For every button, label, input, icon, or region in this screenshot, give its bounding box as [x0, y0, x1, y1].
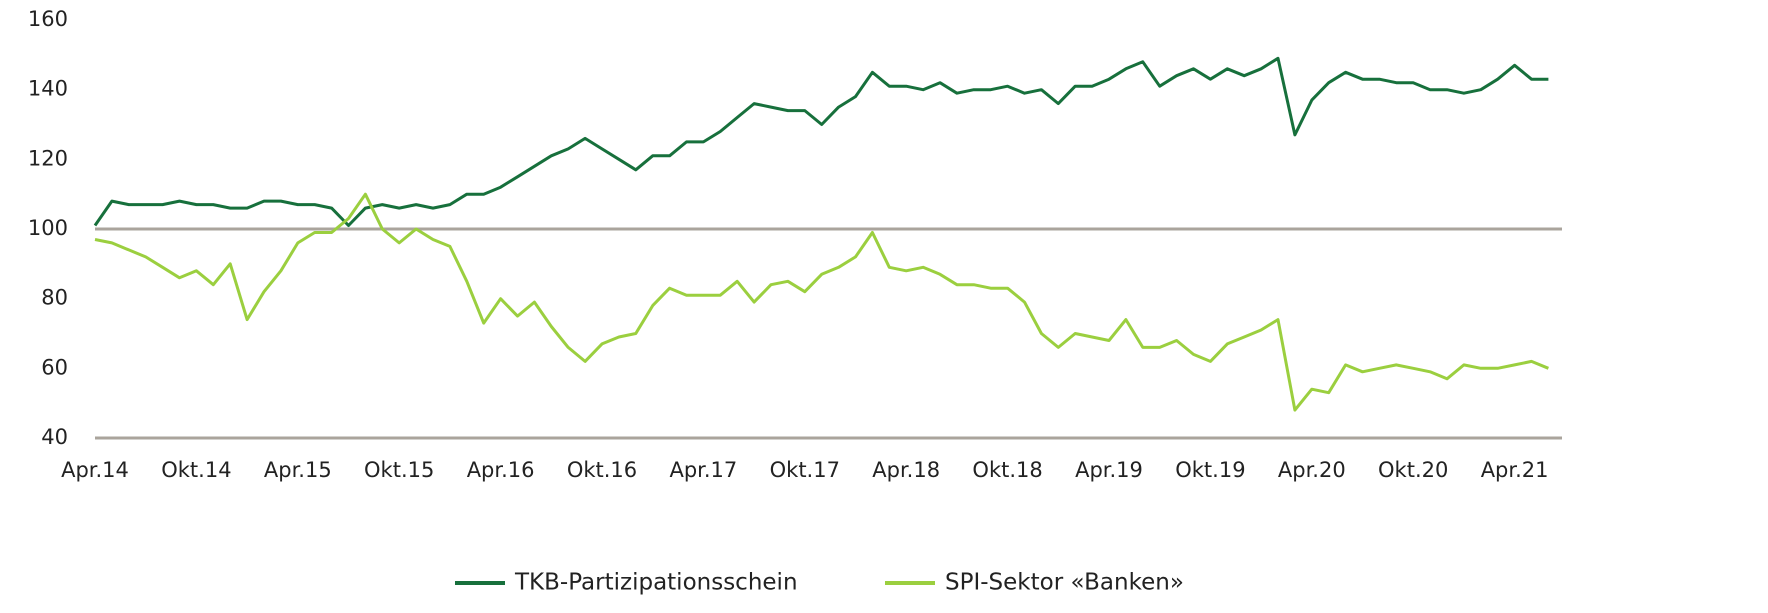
x-tick-label: Apr.19 [1075, 458, 1143, 482]
x-tick-label: Apr.16 [467, 458, 535, 482]
y-tick-label: 40 [41, 425, 68, 449]
y-tick-label: 120 [28, 146, 68, 170]
series-line [93, 56, 1549, 227]
series-line [94, 192, 1549, 412]
x-tick-label: Apr.17 [669, 458, 737, 482]
y-tick-label: 100 [28, 216, 68, 240]
legend-label: TKB-Partizipationsschein [514, 570, 798, 596]
legend-label: SPI-Sektor «Banken» [945, 570, 1184, 596]
x-tick-label: Okt.19 [1175, 458, 1245, 482]
x-tick-label: Apr.18 [872, 458, 940, 482]
x-tick-label: Apr.14 [61, 458, 129, 482]
x-tick-label: Okt.20 [1378, 458, 1448, 482]
x-tick-label: Okt.15 [364, 458, 434, 482]
y-tick-label: 140 [28, 77, 68, 101]
x-tick-label: Okt.14 [161, 458, 231, 482]
x-tick-label: Apr.21 [1481, 458, 1549, 482]
x-tick-label: Okt.16 [567, 458, 637, 482]
x-tick-label: Apr.15 [264, 458, 332, 482]
y-tick-label: 80 [41, 286, 68, 310]
y-tick-label: 60 [41, 355, 68, 379]
x-tick-label: Okt.18 [972, 458, 1042, 482]
x-tick-label: Okt.17 [770, 458, 840, 482]
x-tick-label: Apr.20 [1278, 458, 1346, 482]
y-tick-label: 160 [28, 7, 68, 31]
